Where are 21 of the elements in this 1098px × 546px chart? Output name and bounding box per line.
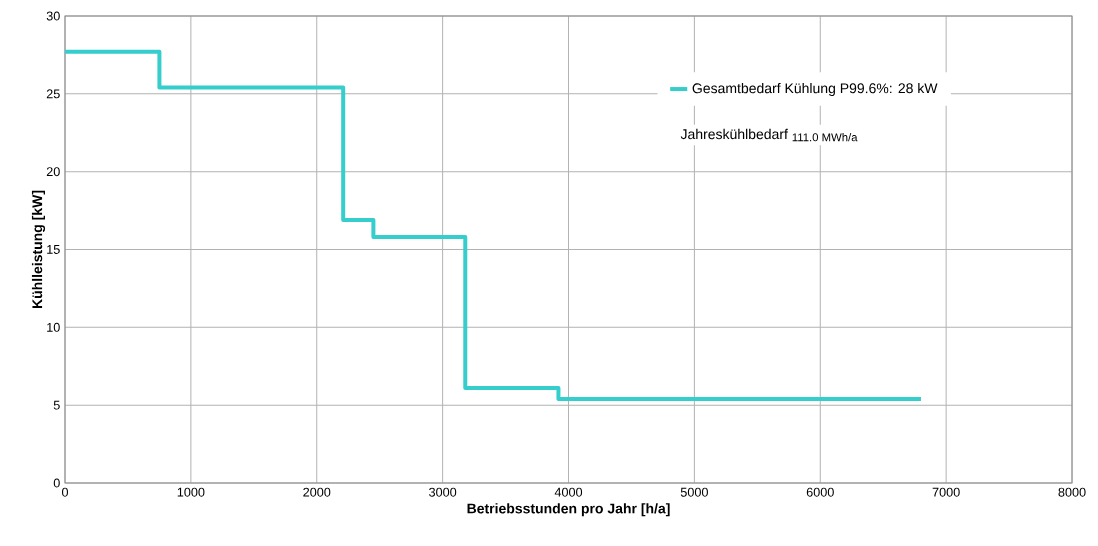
y-tick-label: 30 [46, 11, 60, 21]
x-tick-label: 6000 [806, 487, 834, 497]
y-axis-title: Kühlleistung [kW] [31, 190, 46, 309]
x-tick-label: 1000 [177, 487, 205, 497]
y-tick-label: 20 [46, 167, 60, 177]
annotation: 111.0 MWh/a [792, 132, 858, 142]
y-tick-label: 0 [53, 478, 60, 488]
y-tick-label: 10 [47, 322, 60, 332]
legend-label: Gesamtbedarf Kühlung P99.6%: 28 kW [692, 82, 938, 97]
x-tick-label: 7000 [932, 487, 960, 497]
y-tick-label: 25 [46, 89, 60, 99]
y-tick-label: 5 [53, 400, 60, 410]
x-tick-label: 4000 [554, 487, 583, 497]
annotation: Jahreskühlbedarf [680, 128, 788, 140]
x-tick-label: 8000 [1058, 487, 1086, 497]
x-axis-title: Betriebsstunden pro Jahr [h/a] [467, 503, 670, 517]
x-tick-label: 5000 [680, 487, 708, 497]
x-tick-label: 0 [61, 487, 69, 497]
y-tick-label: 15 [47, 245, 60, 254]
x-tick-label: 3000 [429, 487, 457, 497]
x-tick-label: 2000 [303, 487, 331, 497]
